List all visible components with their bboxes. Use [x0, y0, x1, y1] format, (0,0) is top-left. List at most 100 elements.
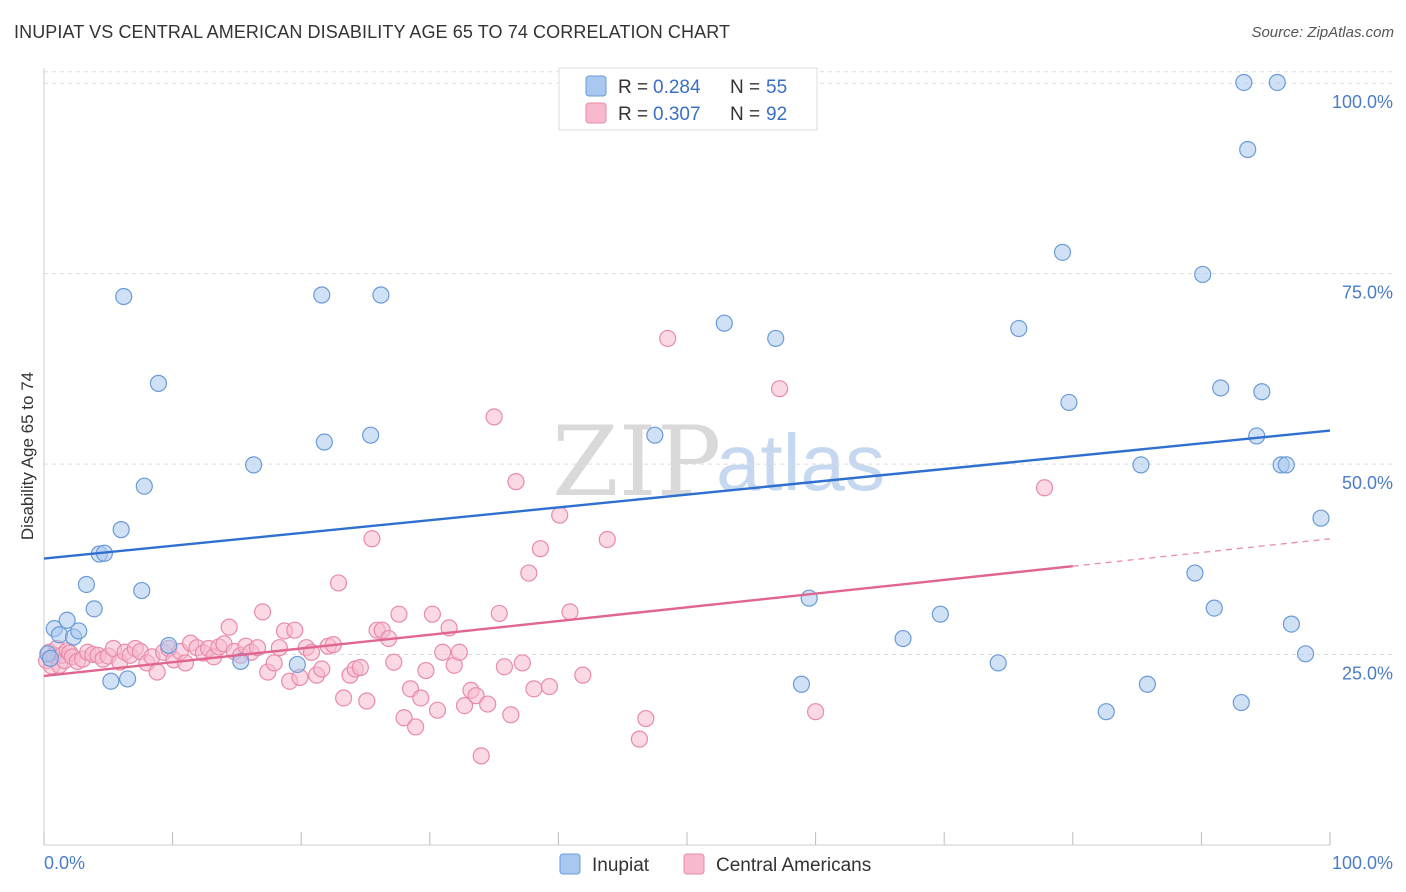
central-r-value: 0.307	[653, 104, 701, 125]
central-point	[390, 605, 408, 623]
inupiat-point	[1010, 319, 1028, 338]
inupiat-point	[1296, 645, 1315, 663]
inupiat-point	[931, 605, 949, 623]
central-point	[540, 677, 558, 696]
x-tick-label-max: 100.0%	[1332, 853, 1393, 873]
inupiat-point	[1186, 564, 1204, 582]
inupiat-point	[1053, 243, 1072, 261]
inupiat-point	[894, 629, 912, 648]
inupiat-point	[115, 287, 133, 306]
watermark: ZIP atlas	[552, 406, 885, 518]
central-point	[630, 730, 649, 748]
y-axis-label: Disability Age 65 to 74	[18, 372, 37, 540]
central-point	[806, 703, 825, 721]
inupiat-point	[646, 426, 664, 444]
inupiat-point	[1138, 675, 1156, 693]
central-n-value: 92	[766, 104, 787, 125]
central-point	[423, 605, 441, 623]
central-trend-line-extension	[1072, 538, 1331, 567]
central-point	[417, 661, 435, 680]
central-point	[520, 564, 538, 582]
stats-legend: R = 0.284 N = 55 R = 0.307 N = 92	[558, 67, 818, 131]
central-point	[148, 663, 166, 681]
inupiat-point	[1277, 456, 1295, 474]
central-point	[395, 709, 413, 727]
central-point	[358, 692, 376, 710]
inupiat-point	[362, 426, 380, 444]
inupiat-point	[232, 652, 250, 671]
central-point	[1035, 479, 1054, 497]
inupiat-n-label: N =	[730, 77, 760, 98]
inupiat-point	[133, 581, 151, 600]
inupiat-point	[315, 433, 333, 451]
central-point	[479, 695, 497, 713]
inupiat-point	[245, 456, 263, 474]
legend-inupiat-label: Inupiat	[592, 855, 650, 876]
inupiat-point	[1282, 615, 1301, 633]
inupiat-points	[39, 73, 1330, 721]
central-point	[412, 689, 430, 707]
central-point	[574, 666, 592, 684]
central-swatch	[585, 102, 607, 124]
trend-lines	[43, 429, 1331, 678]
central-point	[335, 689, 353, 707]
inupiat-point	[1239, 140, 1257, 159]
y-tick-label: 75.0%	[1342, 283, 1393, 303]
legend-inupiat-swatch	[559, 853, 581, 875]
central-point	[286, 621, 304, 639]
inupiat-point	[85, 600, 103, 618]
central-point	[385, 653, 403, 671]
central-point	[561, 603, 579, 621]
inupiat-point	[102, 672, 120, 690]
source-credit: Source: ZipAtlas.com	[1251, 24, 1394, 41]
inupiat-point	[1060, 393, 1078, 412]
chart-title: INUPIAT VS CENTRAL AMERICAN DISABILITY A…	[14, 22, 731, 42]
inupiat-point	[1235, 73, 1253, 92]
watermark-zip: ZIP	[552, 406, 721, 518]
watermark-atlas: atlas	[716, 418, 885, 507]
inupiat-point	[288, 655, 306, 674]
central-point	[490, 604, 508, 623]
central-point	[551, 506, 569, 524]
inupiat-point	[1205, 599, 1223, 617]
inupiat-point	[989, 654, 1007, 672]
central-point	[450, 643, 468, 661]
inupiat-point	[149, 374, 168, 392]
central-point	[637, 709, 655, 728]
central-point	[455, 696, 474, 715]
inupiat-point	[160, 636, 178, 655]
x-ticks	[43, 832, 1331, 845]
central-point	[598, 530, 616, 549]
inupiat-point	[1132, 456, 1150, 474]
central-point	[428, 701, 447, 719]
legend-central-swatch	[683, 853, 705, 875]
inupiat-point	[50, 626, 69, 644]
inupiat-point	[1312, 509, 1330, 527]
central-r-label: R =	[618, 104, 648, 125]
legend-central-label: Central Americans	[716, 855, 871, 876]
central-point	[531, 540, 549, 558]
central-point	[485, 408, 503, 426]
central-point	[270, 639, 288, 657]
inupiat-point	[792, 675, 811, 693]
central-point	[254, 603, 272, 621]
central-point	[434, 643, 452, 661]
inupiat-point	[1253, 383, 1271, 401]
inupiat-point	[1268, 73, 1286, 92]
inupiat-point	[767, 329, 785, 348]
central-point	[507, 473, 525, 491]
central-n-label: N =	[730, 104, 760, 125]
inupiat-point	[1212, 379, 1230, 397]
inupiat-point	[372, 286, 390, 304]
inupiat-point	[715, 314, 733, 332]
inupiat-point	[1097, 703, 1115, 721]
central-trend-line	[43, 565, 1073, 678]
y-tick-label: 50.0%	[1342, 473, 1393, 493]
central-point	[176, 654, 195, 672]
inupiat-n-value: 55	[766, 77, 787, 98]
central-point	[220, 618, 238, 636]
y-tick-label: 25.0%	[1342, 664, 1393, 684]
central-point	[329, 574, 348, 592]
central-point	[407, 718, 425, 736]
central-point	[313, 660, 331, 678]
